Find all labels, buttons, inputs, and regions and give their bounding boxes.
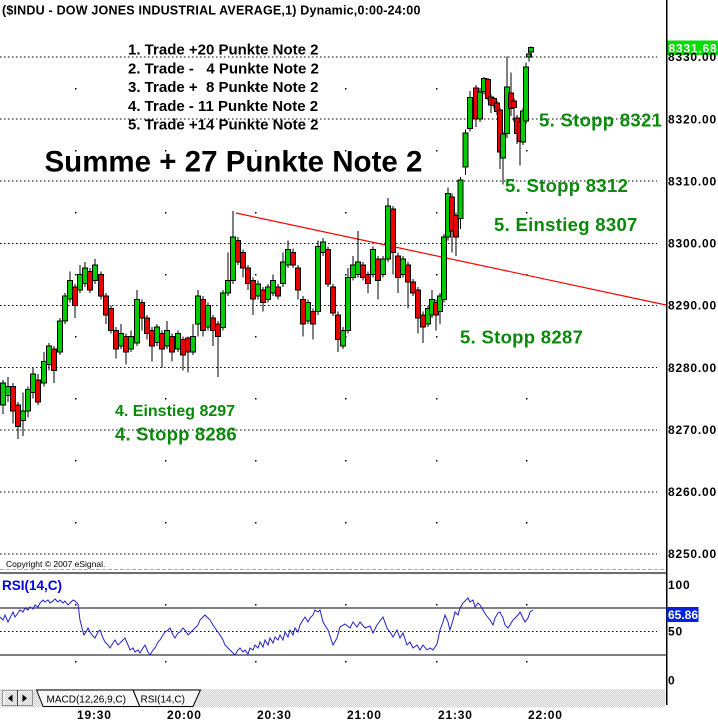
svg-text:RSI(14,C): RSI(14,C)	[2, 578, 62, 593]
svg-text:Summe + 27 Punkte Note 2: Summe + 27 Punkte Note 2	[45, 146, 423, 179]
svg-text:100: 100	[668, 578, 690, 592]
svg-text:RSI(14,C): RSI(14,C)	[141, 695, 185, 706]
svg-text:5. Einstieg 8307: 5. Einstieg 8307	[494, 214, 638, 235]
svg-text:21:00: 21:00	[347, 708, 382, 722]
svg-text:5. Trade +14 Punkte Note 2: 5. Trade +14 Punkte Note 2	[128, 117, 319, 134]
svg-text:8280.00: 8280.00	[668, 361, 717, 375]
svg-text:21:30: 21:30	[438, 708, 473, 722]
svg-text:50: 50	[668, 625, 683, 639]
svg-text:1. Trade +20 Punkte Note 2: 1. Trade +20 Punkte Note 2	[128, 42, 319, 59]
svg-text:4. Stopp 8286: 4. Stopp 8286	[115, 424, 237, 445]
svg-text:0: 0	[668, 674, 675, 688]
svg-text:2. Trade - 4 Punkte Note 2: 2. Trade - 4 Punkte Note 2	[128, 60, 319, 77]
svg-text:MACD(12,26,9,C): MACD(12,26,9,C)	[47, 695, 126, 706]
svg-text:4. Einstieg 8297: 4. Einstieg 8297	[115, 403, 235, 420]
svg-text:8300.00: 8300.00	[668, 237, 717, 251]
svg-text:8270.00: 8270.00	[668, 423, 717, 437]
svg-text:3. Trade + 8 Punkte Note 2: 3. Trade + 8 Punkte Note 2	[128, 79, 319, 96]
svg-text:22:00: 22:00	[528, 708, 563, 722]
svg-text:8260.00: 8260.00	[668, 485, 717, 499]
svg-text:8310.00: 8310.00	[668, 174, 717, 188]
svg-text:4. Trade - 11 Punkte Note 2: 4. Trade - 11 Punkte Note 2	[128, 98, 318, 115]
svg-text:20:00: 20:00	[167, 708, 202, 722]
svg-text:5. Stopp 8287: 5. Stopp 8287	[460, 327, 583, 348]
svg-text:8330.00: 8330.00	[668, 50, 717, 64]
svg-text:8290.00: 8290.00	[668, 299, 717, 313]
svg-text:8320.00: 8320.00	[668, 112, 717, 126]
svg-text:Copyright © 2007 eSignal.: Copyright © 2007 eSignal.	[6, 559, 105, 569]
svg-text:8331.68: 8331.68	[669, 42, 718, 56]
svg-text:20:30: 20:30	[257, 708, 292, 722]
svg-text:19:30: 19:30	[77, 708, 112, 722]
svg-text:5. Stopp 8312: 5. Stopp 8312	[505, 175, 628, 196]
svg-text:5. Stopp 8321: 5. Stopp 8321	[539, 110, 662, 131]
svg-text:8250.00: 8250.00	[668, 547, 717, 561]
svg-text:($INDU - DOW JONES INDUSTRIAL: ($INDU - DOW JONES INDUSTRIAL AVERAGE,1)…	[2, 4, 421, 18]
svg-text:65.86: 65.86	[668, 608, 698, 622]
